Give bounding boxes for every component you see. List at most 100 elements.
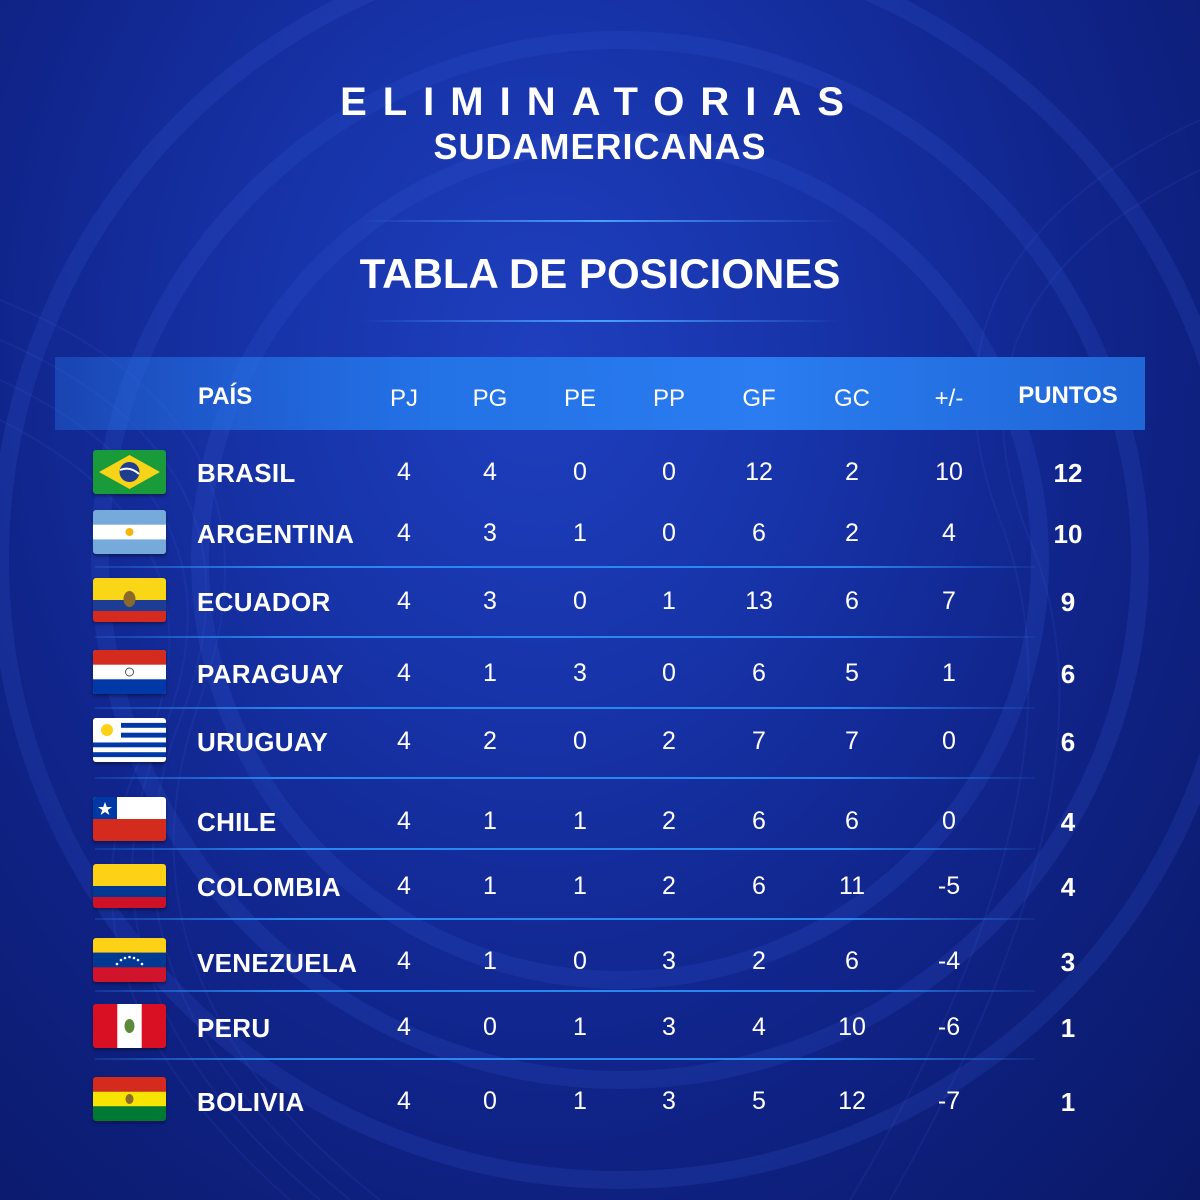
cell-puntos: 9 xyxy=(1060,587,1076,617)
column-header-pg: PG xyxy=(472,385,508,412)
cell-pp: 2 xyxy=(662,872,676,900)
column-header-diff: +/- xyxy=(934,385,964,412)
cell-diff: 0 xyxy=(942,727,956,755)
cell-gf: 7 xyxy=(752,727,766,755)
table-row: VENEZUELA 4 1 0 3 2 6 -4 3 xyxy=(0,936,1200,996)
cell-pg: 0 xyxy=(483,1087,497,1115)
country-name: VENEZUELA xyxy=(197,948,358,978)
cell-diff: -7 xyxy=(937,1087,961,1115)
cell-pe: 1 xyxy=(573,519,587,547)
row-separator xyxy=(95,918,1035,920)
cell-pg: 1 xyxy=(483,807,497,835)
cell-pe: 0 xyxy=(573,947,587,975)
cell-pp: 3 xyxy=(662,947,676,975)
cell-gc: 10 xyxy=(838,1013,866,1041)
row-separator xyxy=(95,636,1035,638)
cell-gc: 7 xyxy=(845,727,859,755)
cell-puntos: 1 xyxy=(1060,1013,1076,1043)
cell-gc: 5 xyxy=(845,659,859,687)
paraguay-flag-icon xyxy=(93,650,166,694)
cell-pj: 4 xyxy=(397,947,411,975)
country-name: CHILE xyxy=(197,807,277,837)
title-line-1: ELIMINATORIAS xyxy=(340,80,860,124)
column-header-pais: PAÍS xyxy=(198,383,253,410)
cell-pe: 1 xyxy=(573,872,587,900)
cell-pj: 4 xyxy=(397,1087,411,1115)
cell-pe: 1 xyxy=(573,1013,587,1041)
title-line-2: SUDAMERICANAS xyxy=(433,126,767,167)
cell-pp: 2 xyxy=(662,807,676,835)
uruguay-flag-icon xyxy=(93,718,166,762)
brazil-flag-icon xyxy=(93,450,166,494)
cell-gf: 6 xyxy=(752,872,766,900)
cell-pj: 4 xyxy=(397,519,411,547)
cell-pg: 4 xyxy=(483,458,497,486)
cell-pp: 0 xyxy=(662,519,676,547)
cell-diff: 1 xyxy=(942,659,956,687)
cell-diff: -6 xyxy=(937,1013,961,1041)
title-divider-bottom xyxy=(360,320,840,322)
cell-pg: 0 xyxy=(483,1013,497,1041)
bolivia-flag-icon xyxy=(93,1077,166,1121)
cell-pe: 3 xyxy=(573,659,587,687)
argentina-flag-icon xyxy=(93,510,166,554)
cell-pe: 0 xyxy=(573,458,587,486)
cell-pg: 1 xyxy=(483,659,497,687)
column-header-gf: GF xyxy=(742,385,776,412)
cell-pg: 1 xyxy=(483,872,497,900)
cell-pe: 0 xyxy=(573,587,587,615)
cell-pp: 2 xyxy=(662,727,676,755)
cell-pj: 4 xyxy=(397,1013,411,1041)
title-divider-top xyxy=(360,220,840,222)
column-header-pe: PE xyxy=(563,385,597,412)
cell-diff: -4 xyxy=(937,947,961,975)
cell-diff: -5 xyxy=(937,872,961,900)
table-row: ECUADOR 4 3 0 1 13 6 7 9 xyxy=(0,576,1200,636)
cell-gc: 2 xyxy=(845,519,859,547)
cell-diff: 0 xyxy=(942,807,956,835)
cell-puntos: 6 xyxy=(1060,727,1076,757)
row-separator xyxy=(95,566,1035,568)
cell-puntos: 6 xyxy=(1060,659,1076,689)
cell-gf: 13 xyxy=(745,587,773,615)
column-header-pj: PJ xyxy=(389,385,419,412)
cell-pp: 0 xyxy=(662,659,676,687)
cell-pp: 1 xyxy=(662,587,676,615)
table-row: URUGUAY 4 2 0 2 7 7 0 6 xyxy=(0,717,1200,777)
ecuador-flag-icon xyxy=(93,578,166,622)
cell-gf: 2 xyxy=(752,947,766,975)
cell-puntos: 10 xyxy=(1053,519,1083,549)
cell-gc: 6 xyxy=(845,807,859,835)
country-name: ARGENTINA xyxy=(197,519,355,549)
row-separator xyxy=(95,707,1035,709)
row-separator xyxy=(95,990,1035,992)
cell-pj: 4 xyxy=(397,807,411,835)
peru-flag-icon xyxy=(93,1004,166,1048)
chile-flag-icon xyxy=(93,797,166,841)
cell-puntos: 4 xyxy=(1060,872,1076,902)
column-header-pp: PP xyxy=(652,385,686,412)
table-header: PAÍS PJ PG PE PP GF GC +/- PUNTOS xyxy=(55,357,1145,430)
column-header-gc: GC xyxy=(834,385,870,412)
cell-pp: 3 xyxy=(662,1087,676,1115)
country-name: BRASIL xyxy=(197,458,296,488)
cell-pe: 0 xyxy=(573,727,587,755)
country-name: BOLIVIA xyxy=(197,1087,305,1117)
table-row: PERU 4 0 1 3 4 10 -6 1 xyxy=(0,1002,1200,1062)
cell-gc: 6 xyxy=(845,947,859,975)
table-row: BRASIL 4 4 0 0 12 2 10 12 xyxy=(0,448,1200,508)
row-separator xyxy=(95,777,1035,779)
cell-gf: 6 xyxy=(752,519,766,547)
cell-gf: 12 xyxy=(745,458,773,486)
cell-gc: 6 xyxy=(845,587,859,615)
colombia-flag-icon xyxy=(93,864,166,908)
table-row: ARGENTINA 4 3 1 0 6 2 4 10 xyxy=(0,507,1200,567)
cell-pp: 3 xyxy=(662,1013,676,1041)
cell-diff: 7 xyxy=(942,587,956,615)
cell-puntos: 3 xyxy=(1060,947,1076,977)
country-name: PERU xyxy=(197,1013,271,1043)
cell-diff: 10 xyxy=(935,458,963,486)
cell-gc: 2 xyxy=(845,458,859,486)
cell-pg: 2 xyxy=(483,727,497,755)
cell-puntos: 12 xyxy=(1053,458,1083,488)
